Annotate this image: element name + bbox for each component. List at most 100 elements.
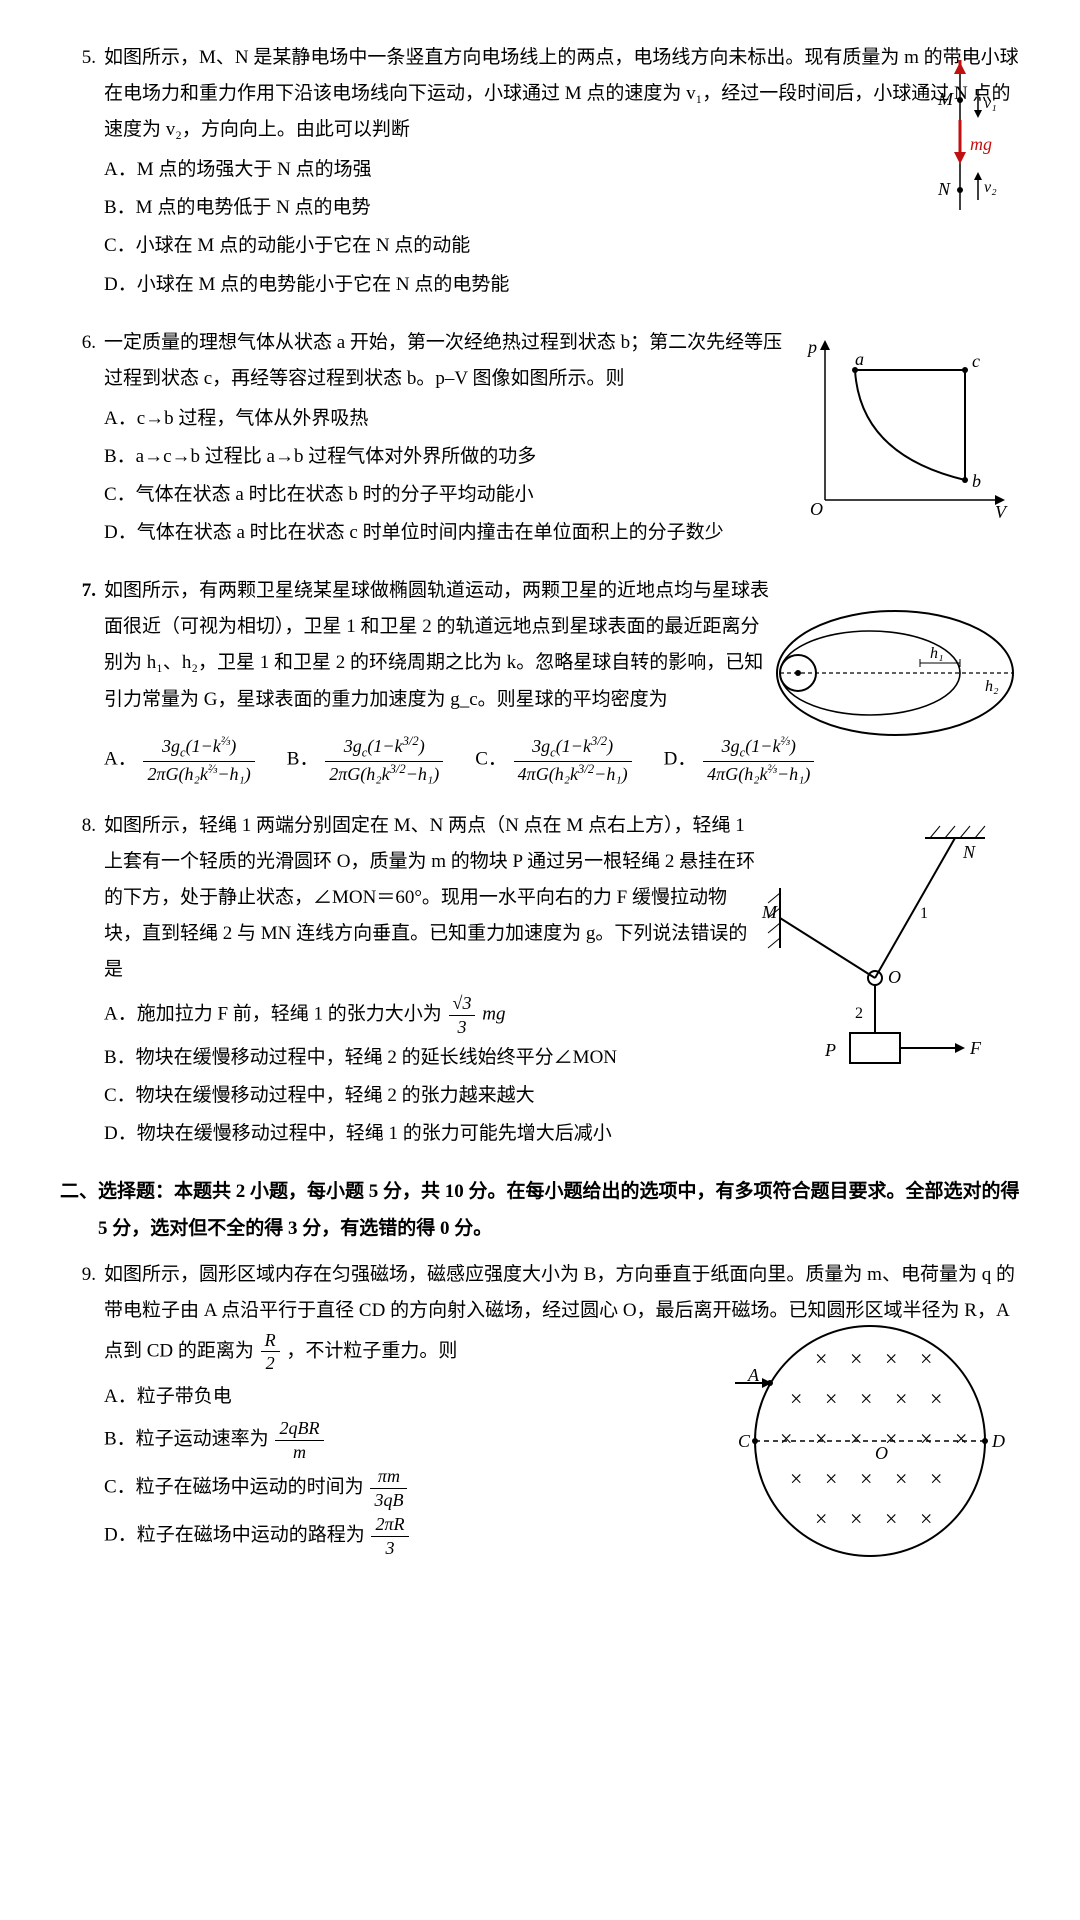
section-2-header: 二、选择题：本题共 2 小题，每小题 5 分，共 10 分。在每小题给出的选项中… [60, 1174, 1020, 1246]
svg-text:×: × [815, 1346, 827, 1371]
q9-stem-b: ，不计粒子重力。则 [286, 1340, 457, 1361]
q7-stem-text: 如图所示，有两颗卫星绕某星球做椭圆轨道运动，两颗卫星的近地点均与星球表面很近（可… [104, 580, 769, 709]
svg-text:×: × [885, 1506, 897, 1531]
svg-text:×: × [850, 1506, 862, 1531]
q9-d-pre: D．粒子在磁场中运动的路程为 [104, 1525, 365, 1546]
q9-d-num: 2πR [371, 1513, 408, 1537]
q8-label-2: 2 [855, 1005, 863, 1022]
q7-diagram: h₁ h₂ [770, 603, 1020, 743]
q9-stem-den: 2 [261, 1352, 280, 1375]
q8-opt-b: B．物块在缓慢移动过程中，轻绳 2 的延长线始终平分∠MON [104, 1040, 760, 1076]
svg-text:×: × [920, 1506, 932, 1531]
q8-opt-a: A．施加拉力 F 前，轻绳 1 的张力大小为 √33 mg [104, 992, 760, 1038]
svg-text:×: × [885, 1346, 897, 1371]
q8-number: 8. [60, 808, 104, 844]
q6-diagram: p V O a c b [800, 335, 1010, 525]
q5-label-mg: mg [970, 134, 992, 154]
q5-opt-c: C．小球在 M 点的动能小于它在 N 点的动能 [104, 228, 1020, 264]
q7-d-label: D． [664, 748, 697, 769]
q9-c-den: 3qB [370, 1489, 407, 1512]
q7-number: 7. [60, 573, 104, 609]
q8-a-num: √3 [449, 992, 476, 1016]
q9-b-den: m [275, 1441, 323, 1464]
q5-label-N: N [937, 179, 951, 199]
q9-number: 9. [60, 1257, 104, 1293]
svg-text:×: × [860, 1386, 872, 1411]
svg-text:×: × [930, 1466, 942, 1491]
svg-text:×: × [825, 1386, 837, 1411]
q8-label-O: O [888, 967, 901, 987]
q5-label-M: M [937, 89, 954, 109]
q5-label-v2: v₂ [984, 179, 997, 196]
svg-text:×: × [860, 1466, 872, 1491]
q9-opt-c: C．粒子在磁场中运动的时间为 πm3qB [104, 1465, 700, 1511]
q9-label-C: C [738, 1431, 751, 1451]
question-9: 9. 如图所示，圆形区域内存在匀强磁场，磁感应强度大小为 B，方向垂直于纸面向里… [60, 1257, 1020, 1562]
q9-d-den: 3 [371, 1537, 408, 1560]
q6-axis-p: p [806, 337, 817, 357]
q6-opt-d: D．气体在状态 a 时比在状态 c 时单位时间内撞击在单位面积上的分子数少 [104, 515, 800, 551]
svg-text:×: × [815, 1426, 827, 1451]
svg-text:×: × [920, 1426, 932, 1451]
wall-N-icon [925, 826, 985, 838]
svg-text:×: × [850, 1426, 862, 1451]
q6-label-c: c [972, 351, 980, 371]
q9-stem-num: R [261, 1329, 280, 1353]
q7-label-h1: h₁ [930, 645, 944, 662]
q5-diagram: M v₁ N v₂ mg [900, 60, 1020, 230]
q7-a-label: A． [104, 748, 137, 769]
q9-b-num: 2qBR [275, 1417, 323, 1441]
q8-label-F: F [969, 1038, 982, 1058]
svg-text:×: × [850, 1346, 862, 1371]
q5-opt-a: A．M 点的场强大于 N 点的场强 [104, 152, 1020, 188]
svg-text:×: × [955, 1426, 967, 1451]
q8-a-post: mg [482, 1003, 505, 1024]
q7-label-h2: h₂ [985, 678, 999, 695]
svg-text:×: × [885, 1426, 897, 1451]
q8-label-1: 1 [920, 905, 928, 922]
q5-stem: 如图所示，M、N 是某静电场中一条竖直方向电场线上的两点，电场线方向未标出。现有… [104, 40, 1020, 148]
q5-number: 5. [60, 40, 104, 76]
q7-opt-c: C． 3gc(1−k3/2)4πG(h₂k3/2−h₁) [475, 734, 633, 786]
q9-c-pre: C．粒子在磁场中运动的时间为 [104, 1476, 364, 1497]
q7-b-label: B． [287, 748, 319, 769]
q6-label-b: b [972, 471, 981, 491]
svg-text:×: × [895, 1386, 907, 1411]
question-6: 6. 一定质量的理想气体从状态 a 开始，第一次经绝热过程到状态 b；第二次先经… [60, 325, 1020, 554]
field-into-page-icon: ×××× ××××× ×××××× ××××× ×××× [780, 1346, 967, 1531]
q6-axis-V: V [995, 502, 1008, 522]
svg-text:×: × [895, 1466, 907, 1491]
question-7: 7. 如图所示，有两颗卫星绕某星球做椭圆轨道运动，两颗卫星的近地点均与星球表面很… [60, 573, 1020, 787]
q8-a-den: 3 [449, 1016, 476, 1039]
q7-c-label: C． [475, 748, 507, 769]
q5-label-v1: v₁ [984, 95, 997, 112]
q6-label-a: a [855, 349, 864, 369]
svg-text:×: × [780, 1426, 792, 1451]
q8-opt-c: C．物块在缓慢移动过程中，轻绳 2 的张力越来越大 [104, 1078, 760, 1114]
q6-stem: 一定质量的理想气体从状态 a 开始，第一次经绝热过程到状态 b；第二次先经等压过… [104, 325, 800, 397]
q8-diagram: M N 1 O 2 P F [760, 818, 1010, 1078]
question-8: 8. 如图所示，轻绳 1 两端分别固定在 M、N 两点（N 点在 M 点右上方）… [60, 808, 1020, 1155]
q5-opt-d: D．小球在 M 点的电势能小于它在 N 点的电势能 [104, 267, 1020, 303]
q8-label-N: N [962, 842, 976, 862]
q6-opt-a: A．c→b 过程，气体从外界吸热 [104, 401, 800, 437]
q8-stem: 如图所示，轻绳 1 两端分别固定在 M、N 两点（N 点在 M 点右上方），轻绳… [104, 808, 760, 988]
question-5: 5. 如图所示，M、N 是某静电场中一条竖直方向电场线上的两点，电场线方向未标出… [60, 40, 1020, 305]
q6-origin: O [810, 499, 823, 519]
svg-text:×: × [930, 1386, 942, 1411]
q9-c-num: πm [370, 1465, 407, 1489]
q9-b-pre: B．粒子运动速率为 [104, 1428, 269, 1449]
q8-label-P: P [824, 1040, 836, 1060]
q9-opt-d: D．粒子在磁场中运动的路程为 2πR3 [104, 1513, 700, 1559]
svg-text:×: × [790, 1466, 802, 1491]
q9-diagram: C D O A ×××× ××××× ×××××× ××××× ×××× [720, 1311, 1020, 1571]
q6-number: 6. [60, 325, 104, 361]
svg-text:×: × [815, 1506, 827, 1531]
q6-opt-c: C．气体在状态 a 时比在状态 b 时的分子平均动能小 [104, 477, 800, 513]
q8-opt-d: D．物块在缓慢移动过程中，轻绳 1 的张力可能先增大后减小 [104, 1116, 760, 1152]
svg-text:×: × [825, 1466, 837, 1491]
q8-a-pre: A．施加拉力 F 前，轻绳 1 的张力大小为 [104, 1003, 442, 1024]
q5-opt-b: B．M 点的电势低于 N 点的电势 [104, 190, 1020, 226]
svg-text:×: × [790, 1386, 802, 1411]
q6-opt-b: B．a→c→b 过程比 a→b 过程气体对外界所做的功多 [104, 439, 800, 475]
